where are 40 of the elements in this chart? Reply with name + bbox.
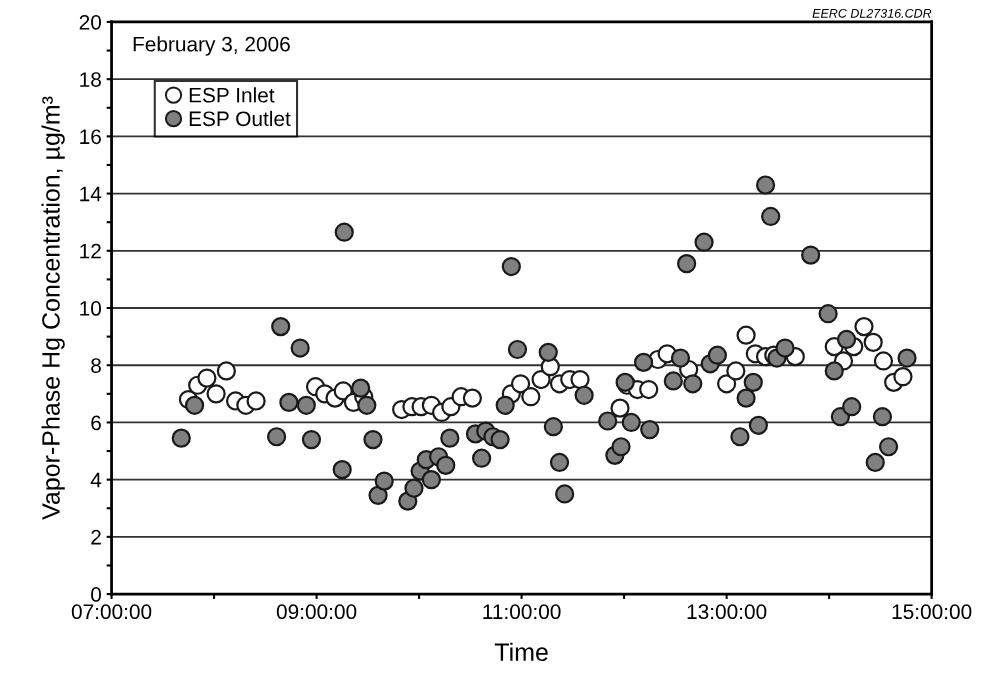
y-axis-title: Vapor-Phase Hg Concentration, µg/m³ [41,96,65,520]
point [863,332,883,352]
point [570,369,590,390]
point [531,369,551,390]
y-tick-label: 16 [80,129,101,145]
annotation: February 3, 2006 [133,36,290,56]
y-tick-label: 2 [91,529,101,545]
x-axis-title: Time [494,642,548,662]
point [462,388,483,408]
x-tick-label: 13:00:00 [687,604,767,620]
y-tick-label: 12 [80,243,101,259]
text: EERC DL27316.CDR [812,8,932,18]
point [639,379,659,400]
point [726,361,746,381]
point [610,398,630,418]
y-tick-label: 8 [91,358,101,373]
y-tick-label: 6 [91,415,101,431]
legend-label: ESP Inlet [189,87,275,103]
legend-label: ESP Outlet [189,110,291,127]
point [736,325,756,345]
x-tick-label: 11:00:00 [483,604,561,620]
x-tick-label: 09:00:00 [276,604,357,620]
point [854,316,874,337]
y-tick-label: 18 [80,72,101,87]
point [717,374,737,394]
point [893,367,913,387]
point [216,361,236,381]
point [206,384,226,404]
y-tick-label: 0 [91,587,102,602]
point [246,391,266,411]
point [510,374,531,394]
x-tick-label: 15:00:00 [892,604,972,620]
y-tick-label: 4 [90,472,102,488]
point [521,387,541,407]
x-tick-label: 07:00:00 [71,604,152,620]
point [873,351,894,371]
y-tick-label: 10 [80,301,102,316]
point [197,368,217,388]
y-tick-label: 20 [79,14,102,30]
y-tick-label: 14 [80,186,102,202]
